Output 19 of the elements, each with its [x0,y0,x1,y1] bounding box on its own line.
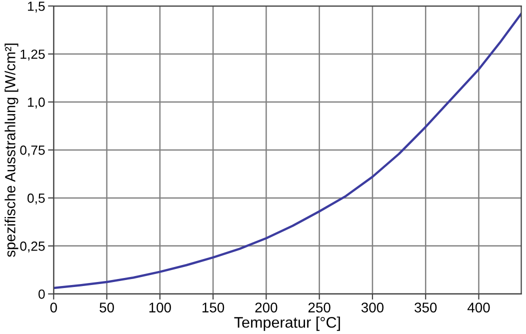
x-tick-label: 350 [414,302,437,312]
x-tick-label: 200 [255,302,278,312]
y-tick-label: 1,0 [28,98,45,108]
y-tick-label: 1,25 [20,50,45,60]
x-tick-label: 0 [50,302,57,312]
y-tick-label: 0,25 [20,242,45,252]
x-tick-label: 100 [149,302,171,312]
x-tick-label: 150 [202,302,224,312]
x-tick-label: 300 [361,302,384,312]
x-tick-label: 400 [467,302,490,312]
x-tick-label: 250 [308,302,330,312]
x-tick-label: 50 [100,302,114,312]
y-tick-label: 0 [38,289,45,299]
y-tick-label: 0,5 [27,194,45,204]
x-axis-title: Temperatur [°C] [234,316,340,331]
y-tick-label: 0,75 [20,146,45,156]
y-tick-label: 1,5 [28,2,45,12]
line-series [54,12,522,290]
y-axis-title: spezifische Ausstrahlung [W/cm²] [4,44,18,257]
